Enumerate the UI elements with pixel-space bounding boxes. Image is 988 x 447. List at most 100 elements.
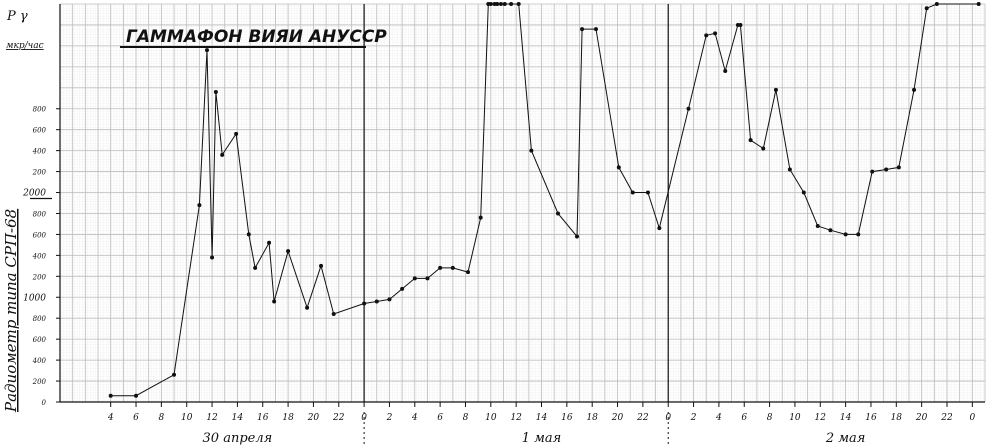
data-point <box>761 146 766 151</box>
x-tick-label: 8 <box>159 413 165 423</box>
data-point <box>828 228 833 233</box>
x-tick-label: 0 <box>361 413 367 423</box>
data-point <box>134 393 139 398</box>
data-point <box>748 138 753 143</box>
data-point <box>234 131 239 136</box>
x-tick-label: 6 <box>741 413 747 423</box>
y-unit-label: мкр/час <box>6 41 44 51</box>
x-tick-label: 18 <box>891 413 903 423</box>
x-tick-label: 22 <box>332 413 345 423</box>
y-tick-label: 200 <box>32 378 47 386</box>
x-tick-label: 10 <box>485 413 497 423</box>
x-tick-label: 0 <box>665 413 671 423</box>
x-tick-label: 8 <box>463 413 469 423</box>
data-point <box>787 167 792 172</box>
y-tick-label: 600 <box>33 231 47 239</box>
data-point <box>924 6 929 11</box>
x-tick-label: 2 <box>386 413 393 423</box>
data-point <box>815 224 820 229</box>
data-point <box>616 165 621 170</box>
x-tick-label: 10 <box>181 413 193 423</box>
day-label: 30 апреля <box>203 431 273 446</box>
x-tick-label: 12 <box>206 413 218 423</box>
x-tick-label: 4 <box>411 413 418 423</box>
y-unit-symbol: Р γ <box>6 9 28 24</box>
x-tick-label: 16 <box>561 413 573 423</box>
data-point <box>498 2 503 6</box>
y-tick-label: 600 <box>33 127 47 135</box>
x-tick-label: 0 <box>969 413 975 423</box>
data-point <box>856 232 861 237</box>
y-tick-label: 1000 <box>23 293 46 303</box>
data-point <box>478 215 483 220</box>
data-point <box>509 2 514 6</box>
minor-grid <box>60 4 985 402</box>
data-point <box>253 265 258 270</box>
x-tick-label: 16 <box>865 413 877 423</box>
x-tick-label: 8 <box>767 413 773 423</box>
data-point <box>645 190 650 195</box>
data-point <box>466 270 471 275</box>
data-point <box>738 22 743 27</box>
data-point <box>657 226 662 231</box>
data-point <box>319 263 324 268</box>
chart-title: ГАММАФОН ВИЯИ АНУССР <box>126 27 387 47</box>
data-point <box>502 2 507 6</box>
x-tick-label: 20 <box>915 413 928 423</box>
data-point <box>934 2 939 6</box>
day-labels: 30 апреля 1 мая 2 мая <box>203 431 866 446</box>
x-tick-label: 22 <box>940 413 953 423</box>
data-point <box>272 299 277 304</box>
data-point <box>574 234 579 239</box>
data-point <box>425 276 430 281</box>
day-label: 1 мая <box>522 431 562 446</box>
data-point <box>267 240 272 245</box>
x-axis-ticks: 4 6 8 10 12 14 16 18 20 22 0 2 4 6 8 10 12 14 16 18 20 22 0 2 4 6… <box>107 402 975 423</box>
data-point <box>362 301 367 306</box>
data-point <box>723 69 728 74</box>
x-tick-label: 20 <box>611 413 624 423</box>
x-tick-label: 18 <box>586 413 598 423</box>
y-tick-label: 800 <box>33 210 47 218</box>
data-point <box>896 165 901 170</box>
data-point <box>704 33 709 38</box>
y-tick-label: 400 <box>32 252 47 260</box>
data-point <box>286 249 291 254</box>
y-tick-label: 600 <box>33 336 47 344</box>
data-point <box>438 265 443 270</box>
data-point <box>773 87 778 92</box>
x-tick-label: 6 <box>437 413 443 423</box>
y-tick-label: 0 <box>42 399 47 407</box>
data-point <box>204 48 209 53</box>
data-point <box>593 27 598 32</box>
x-tick-label: 4 <box>107 413 114 423</box>
x-tick-label: 12 <box>815 413 827 423</box>
data-point <box>213 89 218 94</box>
y-tick-label: 800 <box>33 106 47 114</box>
x-tick-label: 4 <box>715 413 722 423</box>
x-tick-label: 16 <box>257 413 269 423</box>
y-axis-label: Радиометр типа СРП-68 <box>2 209 20 413</box>
data-point <box>801 190 806 195</box>
major-grid <box>60 3 986 403</box>
data-point <box>529 148 534 153</box>
x-tick-label: 14 <box>840 413 852 423</box>
data-point <box>555 211 560 216</box>
data-point <box>976 2 981 6</box>
data-point <box>246 232 251 237</box>
data-point <box>412 276 417 281</box>
x-tick-label: 12 <box>510 413 522 423</box>
data-point <box>713 31 718 36</box>
data-point <box>516 2 521 6</box>
x-tick-label: 2 <box>690 413 697 423</box>
data-point <box>331 312 336 317</box>
y-tick-label: 200 <box>32 273 47 281</box>
x-tick-label: 6 <box>133 413 139 423</box>
y-tick-label: 400 <box>32 357 47 365</box>
data-point <box>630 190 635 195</box>
y-tick-label: 200 <box>32 169 47 177</box>
series-line <box>110 3 979 397</box>
data-point <box>884 167 889 172</box>
y-tick-label: 400 <box>32 148 47 156</box>
series-layer <box>108 2 981 398</box>
